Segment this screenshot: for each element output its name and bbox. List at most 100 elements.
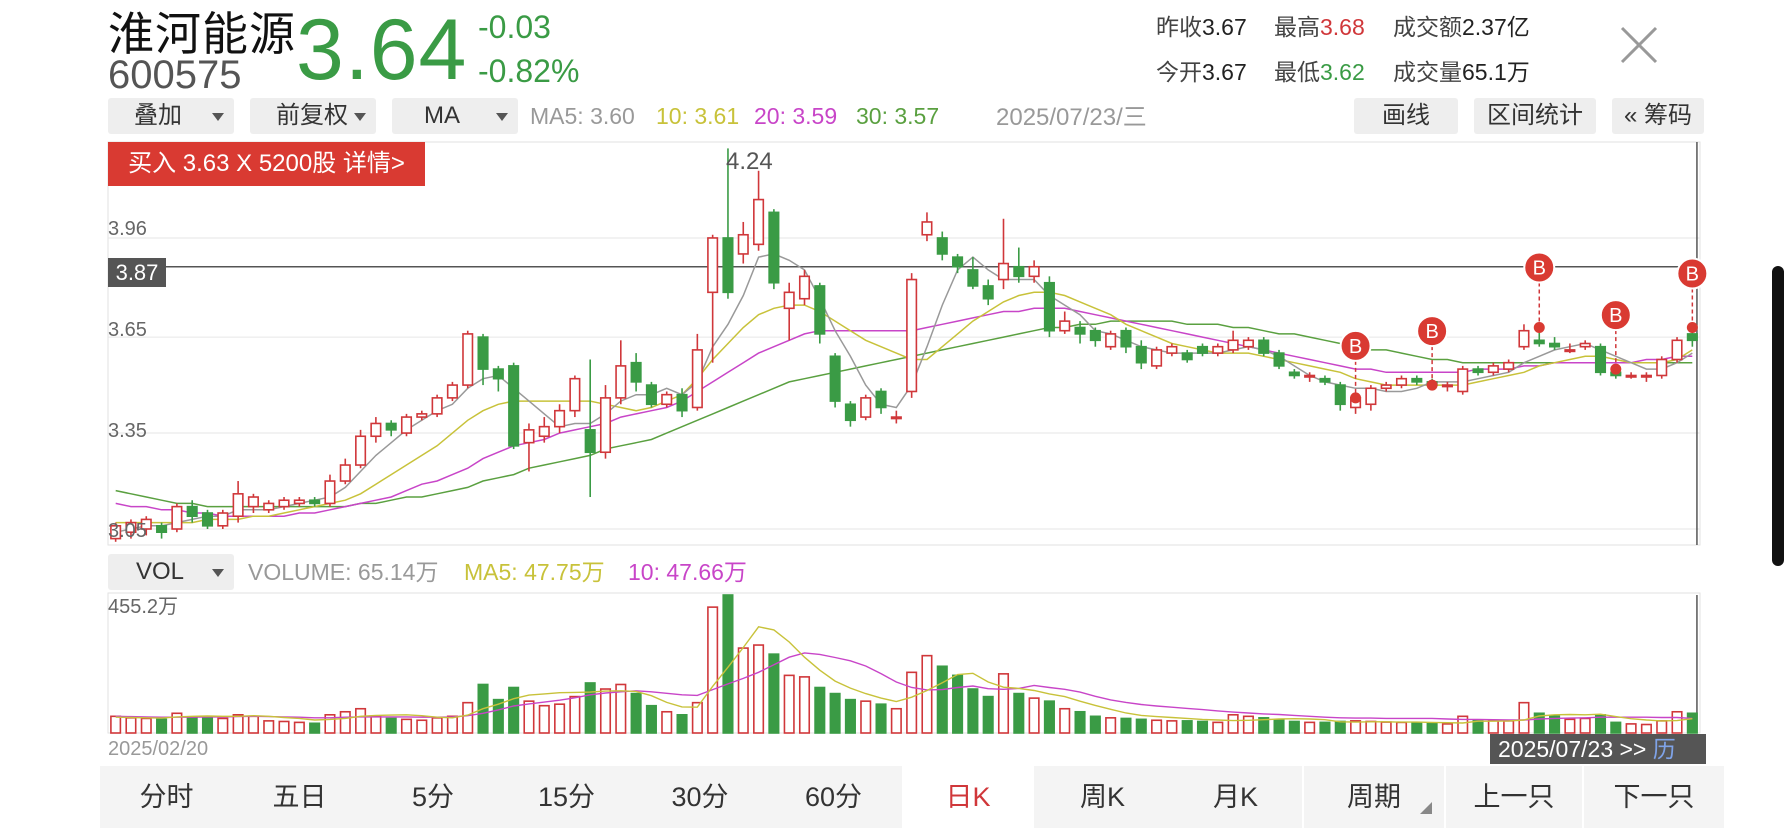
volume-bar [1319,721,1331,734]
candle [1089,327,1101,347]
stat-low-label: 最低 [1274,59,1320,85]
stat-low-value: 3.62 [1320,59,1365,85]
candle [538,417,550,443]
volume-bar [936,665,948,734]
volume-bar [232,714,244,734]
vol-ma10-readout: 10: 47.66万 [628,559,747,585]
candle-body [1273,352,1285,367]
volume-bar [1258,717,1270,734]
range-stats-button[interactable]: 区间统计 [1474,98,1596,134]
candle [1059,311,1071,334]
candle-body [783,291,795,310]
candle [707,234,719,363]
buy-trade-banner[interactable]: 买入 3.63 X 5200股 详情> [108,142,425,186]
buy-signals: B B B B B [1339,251,1709,404]
candle [1334,381,1346,411]
tab-monthly-k[interactable]: 月K [1212,782,1258,812]
stat-volume-label: 成交量 [1393,59,1462,85]
ma-lines [115,253,1693,533]
candle [1441,381,1453,392]
candle-body [523,429,535,444]
vol-indicator-dropdown[interactable]: VOL [108,554,234,590]
candle-body [1549,342,1561,348]
tab-15min[interactable]: 15分 [537,782,596,812]
volume-bar [1640,723,1652,734]
tab-timeshare[interactable]: 分时 [139,782,194,812]
candle [1457,365,1469,395]
volume-bar [1059,707,1071,734]
volume-bars [110,594,1698,734]
buy-signal: B [1339,329,1372,404]
candle-body [906,278,918,393]
candle-body [1671,339,1683,361]
y-label-3-65: 3.65 [108,319,147,341]
volume-bar [400,718,413,734]
ma20-readout: 20: 3.59 [754,103,838,129]
volume-bar [1135,718,1147,734]
prev-stock-button[interactable]: 上一只 [1473,782,1555,812]
candle-body [569,377,581,412]
candle-body [645,384,657,406]
overlay-dropdown[interactable]: 叠加 [108,98,234,134]
signal-dot [1610,363,1622,375]
adjust-dropdown[interactable]: 前复权 [250,98,376,134]
history-button[interactable]: 历 [1652,736,1676,762]
candle [1151,346,1163,370]
ma10-line [115,291,1693,524]
tab-60min[interactable]: 60分 [804,782,863,812]
signal-dot [1426,379,1438,391]
volume-bar [1273,719,1285,734]
tab-five-day[interactable]: 五日 [272,782,327,812]
indicator-dropdown[interactable]: MA [392,98,518,134]
tab-daily-k[interactable]: 日K [902,766,1034,828]
volume-bar [416,719,428,734]
stat-high-label: 最高 [1274,14,1320,40]
close-button[interactable] [1616,22,1662,68]
candle [416,410,428,421]
candle [1579,340,1591,350]
tab-30min[interactable]: 30分 [671,782,729,812]
candle-body [1120,329,1132,348]
tab-period-menu[interactable]: 周期 [1304,766,1444,828]
candle-body [446,384,458,399]
candle-body [707,237,719,294]
candle [1227,330,1239,354]
candle [599,385,612,459]
candle [217,509,229,530]
candle-body [1043,281,1055,332]
main-frame [107,141,1701,546]
volume-bar [661,710,673,734]
chips-button[interactable]: « 筹码 [1612,98,1704,134]
candle [997,218,1010,290]
next-stock-button[interactable]: 下一只 [1613,782,1695,812]
scrollbar[interactable] [1772,266,1784,566]
candle-body [1411,377,1423,383]
candle-body [798,275,811,300]
candle [1043,276,1055,338]
volume-bar [1304,721,1316,734]
candle [1242,337,1254,350]
candle [630,353,642,392]
volume-bar [1564,718,1576,734]
signal-badge [1599,299,1632,332]
volume-bar [293,721,305,734]
tab-5min[interactable]: 5分 [411,782,455,812]
tab-weekly-k[interactable]: 周K [1079,782,1125,812]
end-date-label[interactable]: 2025/07/23 >> 历 [1490,734,1706,764]
stat-turnover: 成交额2.37亿 [1393,12,1530,42]
candle-body [1196,345,1209,354]
volume-bar [339,710,351,734]
volume-bar [814,686,826,734]
candle-body [661,393,673,406]
candle [171,503,183,533]
volume-bar [140,717,152,734]
draw-line-button[interactable]: 画线 [1354,98,1458,134]
y-label-3-35: 3.35 [108,420,147,442]
candle [355,429,367,469]
volume-bar [1212,721,1224,734]
candle [1304,372,1316,382]
candle [492,365,504,392]
candle-body [324,480,336,505]
volume-bar [385,717,397,734]
